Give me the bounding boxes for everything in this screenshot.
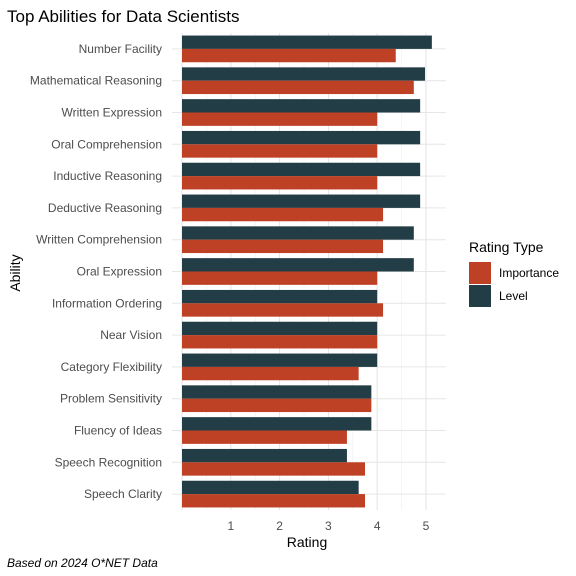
legend-label: Level xyxy=(499,289,528,303)
bar-importance xyxy=(182,430,347,444)
bar-importance xyxy=(182,494,365,508)
category-label: Near Vision xyxy=(100,328,162,342)
bar-level xyxy=(182,353,378,367)
bar-level xyxy=(182,194,421,208)
category-label: Deductive Reasoning xyxy=(48,201,162,215)
chart-title: Top Abilities for Data Scientists xyxy=(7,7,239,26)
bar-importance xyxy=(182,271,378,285)
bar-level xyxy=(182,289,378,304)
bars xyxy=(182,35,432,508)
legend-swatch xyxy=(469,285,491,307)
x-tick-label: 3 xyxy=(325,519,332,533)
bar-level xyxy=(182,99,421,113)
bar-level xyxy=(182,448,347,463)
x-axis-title: Rating xyxy=(287,534,327,550)
bar-importance xyxy=(182,207,384,222)
x-tick-labels: 1 2 3 4 5 xyxy=(227,519,429,533)
category-label: Written Expression xyxy=(62,106,162,120)
bar-importance xyxy=(182,112,378,126)
category-label: Problem Sensitivity xyxy=(60,392,162,406)
bar-importance xyxy=(182,366,359,381)
category-label: Speech Recognition xyxy=(55,455,162,469)
bar-level xyxy=(182,321,378,336)
category-label: Number Facility xyxy=(79,42,162,56)
x-tick-label: 5 xyxy=(423,519,430,533)
bar-level xyxy=(182,226,414,240)
legend-title: Rating Type xyxy=(469,239,544,255)
bar-level xyxy=(182,162,421,177)
category-label: Speech Clarity xyxy=(84,487,162,501)
bar-importance xyxy=(182,239,384,254)
bar-level xyxy=(182,258,414,272)
bar-importance xyxy=(182,335,378,349)
bar-importance xyxy=(182,303,384,317)
category-label: Mathematical Reasoning xyxy=(30,74,162,88)
legend-swatch xyxy=(469,262,491,284)
category-labels: Number Facility Mathematical Reasoning Wri… xyxy=(30,42,162,501)
bar-level xyxy=(182,67,426,81)
bar-level xyxy=(182,417,372,431)
y-axis-title: Ability xyxy=(7,254,23,291)
bar-importance xyxy=(182,80,414,95)
bar-level xyxy=(182,130,421,145)
category-label: Inductive Reasoning xyxy=(53,169,162,183)
category-label: Information Ordering xyxy=(52,296,162,310)
bar-level xyxy=(182,385,372,399)
bar-importance xyxy=(182,176,378,190)
x-tick-label: 4 xyxy=(374,519,381,533)
category-label: Oral Comprehension xyxy=(51,137,162,151)
category-label: Oral Expression xyxy=(77,265,162,279)
caption: Based on 2024 O*NET Data xyxy=(7,556,158,570)
bar-level xyxy=(182,35,432,49)
x-tick-label: 1 xyxy=(227,519,234,533)
bar-importance xyxy=(182,144,378,158)
legend: Rating Type Importance Level xyxy=(469,239,559,307)
bar-level xyxy=(182,480,359,495)
x-tick-label: 2 xyxy=(276,519,283,533)
category-label: Fluency of Ideas xyxy=(74,424,162,438)
bar-importance xyxy=(182,462,365,476)
legend-label: Importance xyxy=(499,266,559,280)
bar-importance xyxy=(182,398,372,413)
category-label: Category Flexibility xyxy=(61,360,162,374)
bar-importance xyxy=(182,48,396,63)
category-label: Written Comprehension xyxy=(36,233,162,247)
